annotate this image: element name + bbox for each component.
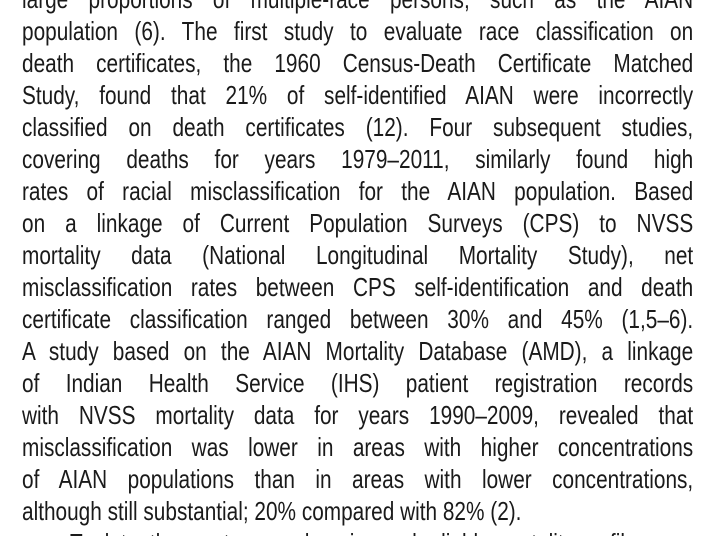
text-line: with NVSS mortality data for years 1990–…: [22, 400, 694, 430]
text-line: classified on death certificates (12). F…: [22, 112, 694, 142]
text-line: of AIAN populations than in areas with l…: [22, 464, 694, 494]
text-line: certificate classification ranged betwee…: [22, 304, 694, 334]
text-line: misclassification was lower in areas wit…: [22, 432, 694, 462]
text-line: misclassification rates between CPS self…: [22, 272, 694, 302]
text-line: of Indian Health Service (IHS) patient r…: [22, 368, 694, 398]
text-line: population (6). The first study to evalu…: [22, 16, 694, 46]
text-line: on a linkage of Current Population Surve…: [22, 208, 694, 238]
text-line: rates of racial misclassification for th…: [22, 176, 694, 206]
text-line: covering deaths for years 1979–2011, sim…: [22, 144, 694, 174]
text-line: large proportions of multiple-race perso…: [22, 0, 693, 15]
text-line: mortality data (National Longitudinal Mo…: [22, 240, 694, 270]
text-line: Study, found that 21% of self-identified…: [22, 80, 694, 110]
text-line: death certificates, the 1960 Census-Deat…: [22, 48, 694, 78]
text-line: although still substantial; 20% compared…: [22, 496, 522, 526]
text-line: To date, the most comprehensive and reli…: [70, 527, 693, 536]
text-line: A study based on the AIAN Mortality Data…: [22, 336, 694, 366]
